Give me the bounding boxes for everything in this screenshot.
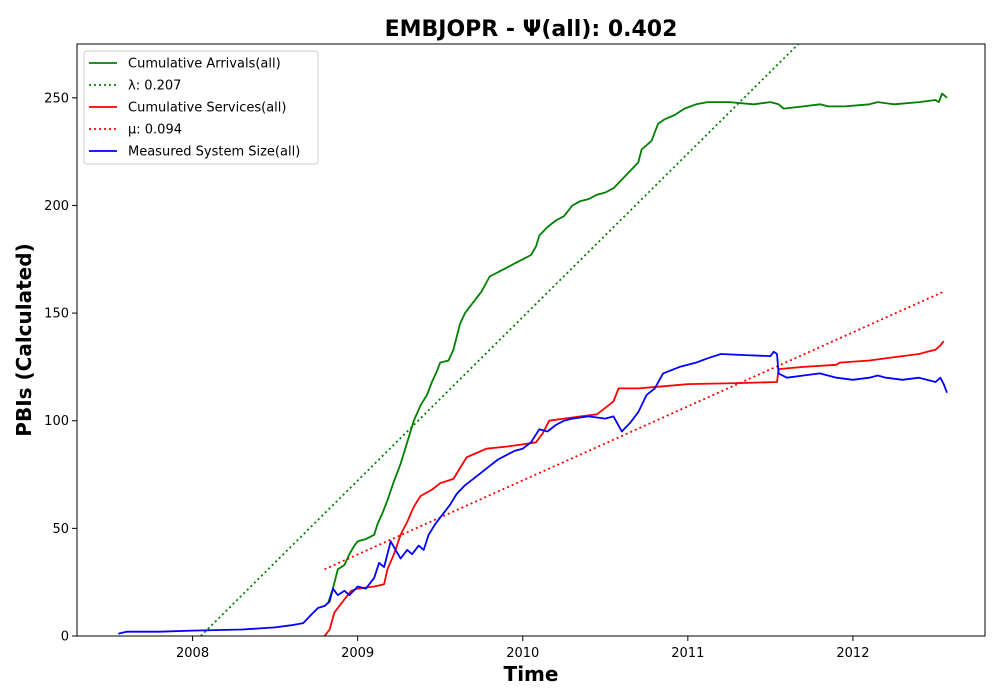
- series-line-1: [200, 44, 800, 636]
- x-tick-label: 2008: [176, 646, 209, 661]
- x-tick-label: 2010: [506, 646, 539, 661]
- x-axis-label: Time: [504, 662, 559, 686]
- plot-frame: [76, 43, 986, 637]
- series-line-0: [327, 92, 948, 604]
- y-tick-label: 100: [44, 414, 69, 429]
- x-tick-label: 2012: [836, 646, 869, 661]
- series-line-2: [323, 340, 945, 636]
- y-tick-label: 250: [44, 91, 69, 106]
- legend-label: λ: 0.207: [128, 79, 181, 94]
- x-tick-label: 2011: [671, 646, 704, 661]
- legend-box: [83, 50, 319, 165]
- series-line-4: [118, 350, 948, 635]
- legend-label: μ: 0.094: [128, 123, 182, 138]
- x-tick-label: 2009: [341, 646, 374, 661]
- legend-label: Cumulative Arrivals(all): [128, 57, 281, 72]
- legend-label: Measured System Size(all): [128, 145, 300, 160]
- y-tick-label: 50: [52, 522, 69, 537]
- series-line-3: [324, 290, 945, 571]
- y-tick-label: 0: [61, 630, 69, 645]
- chart-title: EMBJOPR - Ψ(all): 0.402: [385, 17, 678, 42]
- y-tick-label: 200: [44, 199, 69, 214]
- axis-ticks: 2008 2009 2010 2011 2012 0 50 100 150 200 250: [44, 91, 869, 661]
- y-axis-label: PBIs (Calculated): [12, 243, 36, 436]
- series-group: [118, 44, 948, 636]
- legend-label: Cumulative Services(all): [128, 101, 286, 116]
- legend: Cumulative Arrivals(all) λ: 0.207 Cumulati…: [83, 50, 319, 165]
- y-tick-label: 150: [44, 307, 69, 322]
